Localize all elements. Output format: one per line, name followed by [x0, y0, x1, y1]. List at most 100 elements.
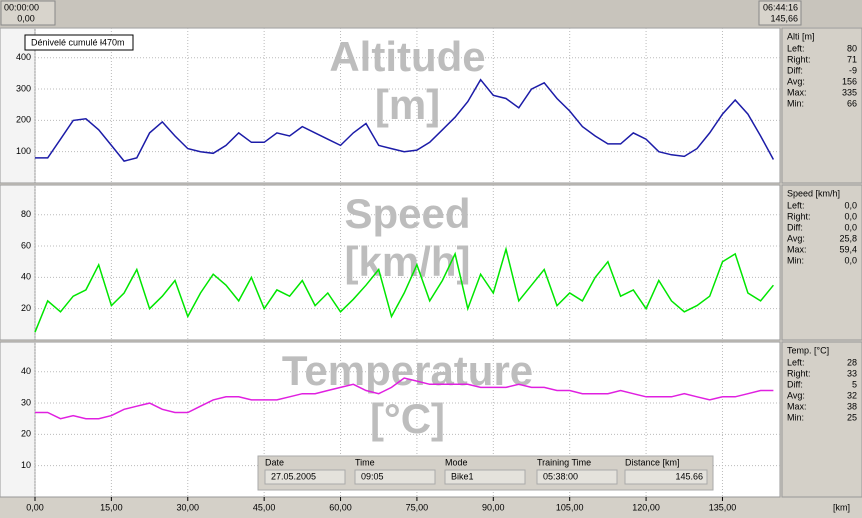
x-tick-label: 60,00 [329, 502, 352, 512]
info-label: Mode [445, 457, 468, 467]
stats-label: Min: [787, 98, 804, 108]
stats-value: 0,0 [844, 200, 857, 210]
stats-value: 38 [847, 401, 857, 411]
stats-label: Diff: [787, 379, 803, 389]
y-tick-label: 80 [21, 209, 31, 219]
info-value: 09:05 [361, 471, 384, 481]
stats-value: 33 [847, 368, 857, 378]
stats-value: 25 [847, 412, 857, 422]
stats-label: Right: [787, 368, 811, 378]
stats-label: Avg: [787, 390, 805, 400]
x-tick-label: 30,00 [177, 502, 200, 512]
stats-label: Max: [787, 87, 807, 97]
y-tick-label: 40 [21, 272, 31, 282]
range-end-distance: 145,66 [770, 13, 798, 23]
stats-value: 25,8 [839, 233, 857, 243]
info-value: 145.66 [675, 471, 703, 481]
x-tick-label: 120,00 [632, 502, 660, 512]
chart-title: Temperature [282, 347, 533, 394]
x-tick-label: 15,00 [100, 502, 123, 512]
x-tick-label: 90,00 [482, 502, 505, 512]
x-axis-label: [km] [833, 502, 850, 512]
x-axis-bar [0, 498, 862, 518]
stats-value: 0,0 [844, 222, 857, 232]
stats-label: Right: [787, 54, 811, 64]
info-field [536, 469, 618, 485]
x-tick-label: 105,00 [556, 502, 584, 512]
stats-value: 80 [847, 43, 857, 53]
plot-area [34, 27, 781, 184]
annotation: Dénivelé cumulé ł470m [31, 37, 125, 47]
data-line [35, 377, 774, 420]
info-label: Time [355, 457, 375, 467]
info-field [264, 469, 346, 485]
stats-label: Left: [787, 357, 805, 367]
stats-panel [781, 27, 862, 184]
y-axis-area [0, 184, 36, 341]
chart-title: [km/h] [345, 238, 471, 285]
plot-area [34, 184, 781, 341]
stats-label: Avg: [787, 233, 805, 243]
stats-label: Diff: [787, 222, 803, 232]
y-tick-label: 100 [16, 146, 31, 156]
stats-value: 32 [847, 390, 857, 400]
y-tick-label: 10 [21, 460, 31, 470]
y-tick-label: 300 [16, 83, 31, 93]
info-label: Distance [km] [625, 457, 680, 467]
info-field [354, 469, 436, 485]
x-tick-label: 75,00 [406, 502, 429, 512]
stats-label: Max: [787, 401, 807, 411]
y-axis-area [0, 341, 36, 498]
y-tick-label: 200 [16, 115, 31, 125]
data-line [34, 246, 774, 333]
data-line [35, 78, 775, 162]
chart-title: Altitude [329, 33, 485, 80]
stats-value: 59,4 [839, 244, 857, 254]
range-start-time: 00:00:00 [4, 2, 39, 12]
stats-value: 335 [842, 87, 857, 97]
info-field [624, 469, 708, 485]
stats-value: 0,0 [844, 255, 857, 265]
stats-value: 66 [847, 98, 857, 108]
info-label: Training Time [537, 457, 591, 467]
stats-heading: Alti [m] [787, 31, 815, 41]
range-end-time: 06:44:16 [763, 2, 798, 12]
stats-panel [781, 184, 862, 341]
stats-value: 71 [847, 54, 857, 64]
range-start-handle[interactable] [0, 0, 56, 26]
chart-title: Speed [344, 190, 470, 237]
annotation-box [24, 34, 134, 51]
info-value: 05:38:00 [543, 471, 578, 481]
x-tick-label: 135,00 [709, 502, 737, 512]
stats-value: -9 [849, 65, 857, 75]
stats-label: Min: [787, 255, 804, 265]
stats-label: Avg: [787, 76, 805, 86]
y-tick-label: 20 [21, 303, 31, 313]
range-start-distance: 0,00 [17, 13, 35, 23]
stats-panel [781, 341, 862, 498]
chart-title: [°C] [370, 395, 445, 442]
stats-label: Left: [787, 200, 805, 210]
stats-value: 156 [842, 76, 857, 86]
stats-label: Max: [787, 244, 807, 254]
info-value: 27.05.2005 [271, 471, 316, 481]
y-tick-label: 60 [21, 240, 31, 250]
range-bar [0, 0, 862, 27]
info-field [444, 469, 526, 485]
stats-value: 0,0 [844, 211, 857, 221]
y-tick-label: 20 [21, 429, 31, 439]
y-tick-label: 30 [21, 397, 31, 407]
y-tick-label: 40 [21, 366, 31, 376]
chart-title: [m] [375, 81, 440, 128]
stats-label: Left: [787, 43, 805, 53]
y-axis-area [0, 27, 36, 184]
stats-value: 5 [852, 379, 857, 389]
x-tick-label: 0,00 [26, 502, 44, 512]
range-end-handle[interactable] [758, 0, 802, 26]
stats-label: Diff: [787, 65, 803, 75]
info-label: Date [265, 457, 284, 467]
stats-label: Min: [787, 412, 804, 422]
y-tick-label: 400 [16, 52, 31, 62]
stats-value: 28 [847, 357, 857, 367]
